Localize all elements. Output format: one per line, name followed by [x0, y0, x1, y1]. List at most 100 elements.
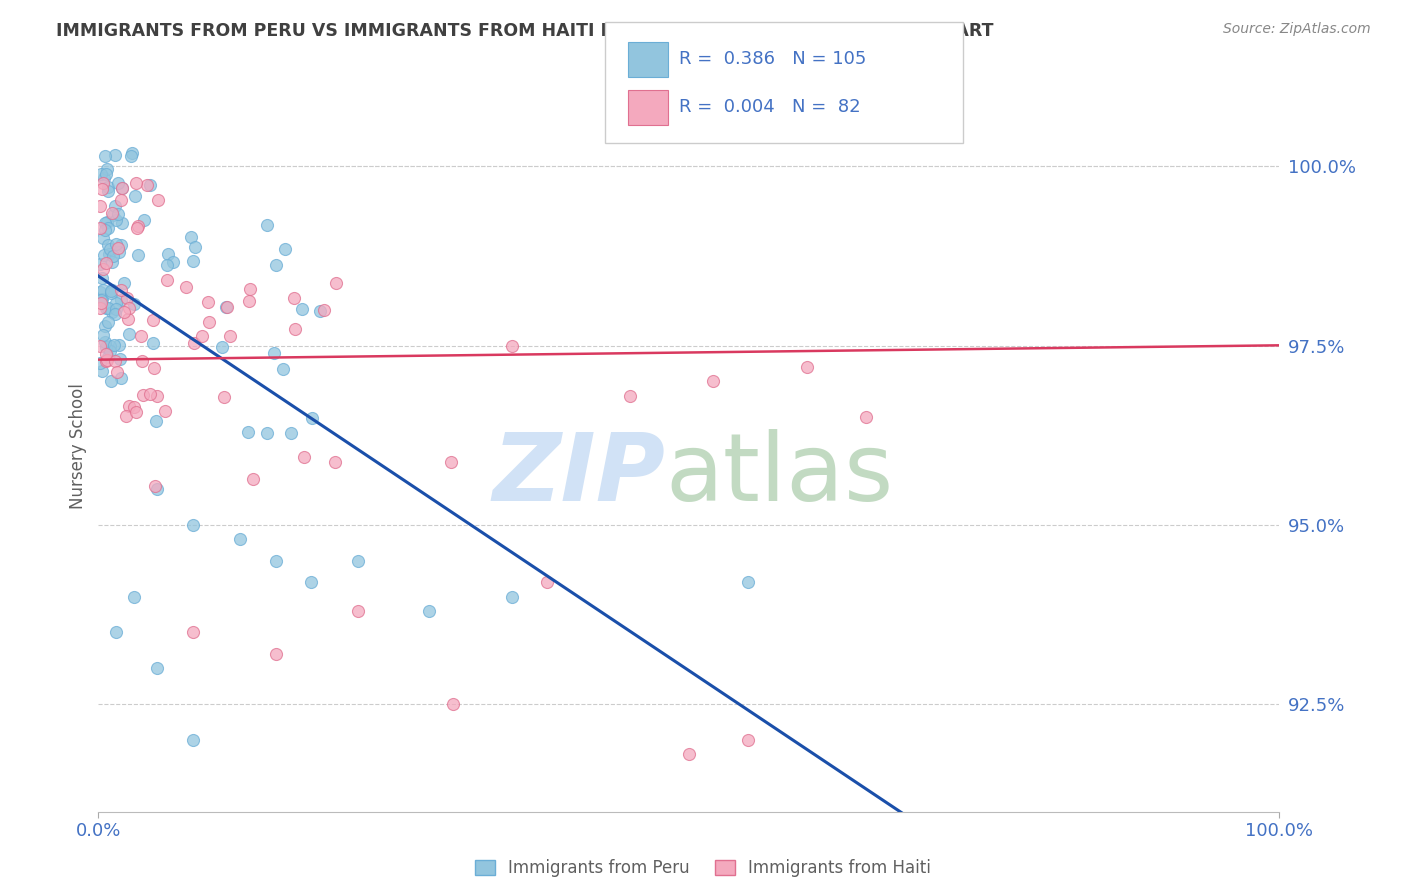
Point — [284, 321, 307, 335]
Point — [115, 409, 138, 423]
Point — [256, 425, 278, 440]
Point — [107, 207, 129, 221]
Point — [97, 184, 120, 198]
Point — [91, 283, 114, 297]
Point — [146, 389, 169, 403]
Point — [135, 178, 157, 193]
Point — [291, 302, 314, 317]
Point — [104, 199, 127, 213]
Point — [91, 182, 114, 196]
Point — [91, 262, 114, 277]
Point — [104, 354, 127, 368]
Point — [183, 336, 205, 351]
Point — [211, 340, 233, 354]
Point — [101, 205, 124, 219]
Point — [112, 305, 135, 319]
Point — [105, 295, 128, 310]
Point — [94, 256, 117, 270]
Point — [90, 295, 112, 310]
Text: ZIP: ZIP — [492, 429, 665, 521]
Point — [239, 282, 262, 296]
Point — [104, 301, 127, 316]
Point — [292, 450, 315, 464]
Point — [125, 221, 148, 235]
Point — [97, 350, 120, 364]
Point — [110, 293, 132, 307]
Point — [143, 361, 166, 376]
Point — [93, 319, 115, 334]
Point — [105, 212, 128, 227]
Point — [129, 329, 152, 343]
Point — [162, 254, 184, 268]
Point — [197, 294, 219, 309]
Point — [142, 313, 165, 327]
Point — [299, 575, 322, 590]
Point — [101, 255, 124, 269]
Point — [111, 181, 134, 195]
Point — [301, 411, 323, 425]
Point — [122, 400, 145, 414]
Point — [131, 353, 153, 368]
Point — [96, 340, 118, 354]
Point — [122, 590, 145, 604]
Point — [619, 389, 641, 403]
Point — [100, 284, 122, 298]
Point — [191, 329, 214, 343]
Point — [93, 248, 115, 262]
Point — [347, 554, 370, 568]
Point — [124, 189, 146, 203]
Point — [105, 365, 128, 379]
Point — [94, 335, 117, 350]
Point — [156, 273, 179, 287]
Point — [153, 404, 176, 418]
Point — [98, 339, 121, 353]
Point — [94, 222, 117, 236]
Point — [96, 162, 118, 177]
Point — [94, 216, 117, 230]
Point — [236, 425, 259, 439]
Point — [146, 482, 169, 496]
Point — [100, 286, 122, 301]
Point — [101, 304, 124, 318]
Point — [271, 361, 294, 376]
Point — [111, 181, 134, 195]
Point — [97, 238, 120, 252]
Point — [184, 240, 207, 254]
Point — [855, 410, 877, 425]
Point — [146, 194, 169, 208]
Point — [101, 283, 124, 297]
Point — [125, 405, 148, 419]
Point — [93, 171, 115, 186]
Point — [89, 285, 111, 300]
Point — [91, 293, 114, 307]
Point — [110, 193, 132, 207]
Point — [91, 230, 114, 244]
Point — [107, 244, 129, 259]
Point — [536, 575, 558, 590]
Point — [96, 215, 118, 229]
Point — [117, 311, 139, 326]
Point — [89, 356, 111, 370]
Point — [215, 300, 238, 314]
Point — [104, 236, 127, 251]
Point — [94, 168, 117, 182]
Point — [117, 301, 139, 315]
Point — [103, 337, 125, 351]
Point — [501, 590, 523, 604]
Point — [89, 301, 111, 315]
Point — [120, 149, 142, 163]
Point — [157, 246, 180, 260]
Point — [96, 353, 118, 368]
Point — [280, 426, 302, 441]
Point — [110, 238, 132, 252]
Point — [142, 336, 165, 351]
Point — [97, 221, 120, 235]
Point — [146, 661, 169, 675]
Point — [156, 258, 179, 272]
Point — [105, 625, 128, 640]
Point — [97, 247, 120, 261]
Point — [91, 271, 114, 285]
Point — [678, 747, 700, 762]
Point — [112, 276, 135, 290]
Point — [737, 575, 759, 590]
